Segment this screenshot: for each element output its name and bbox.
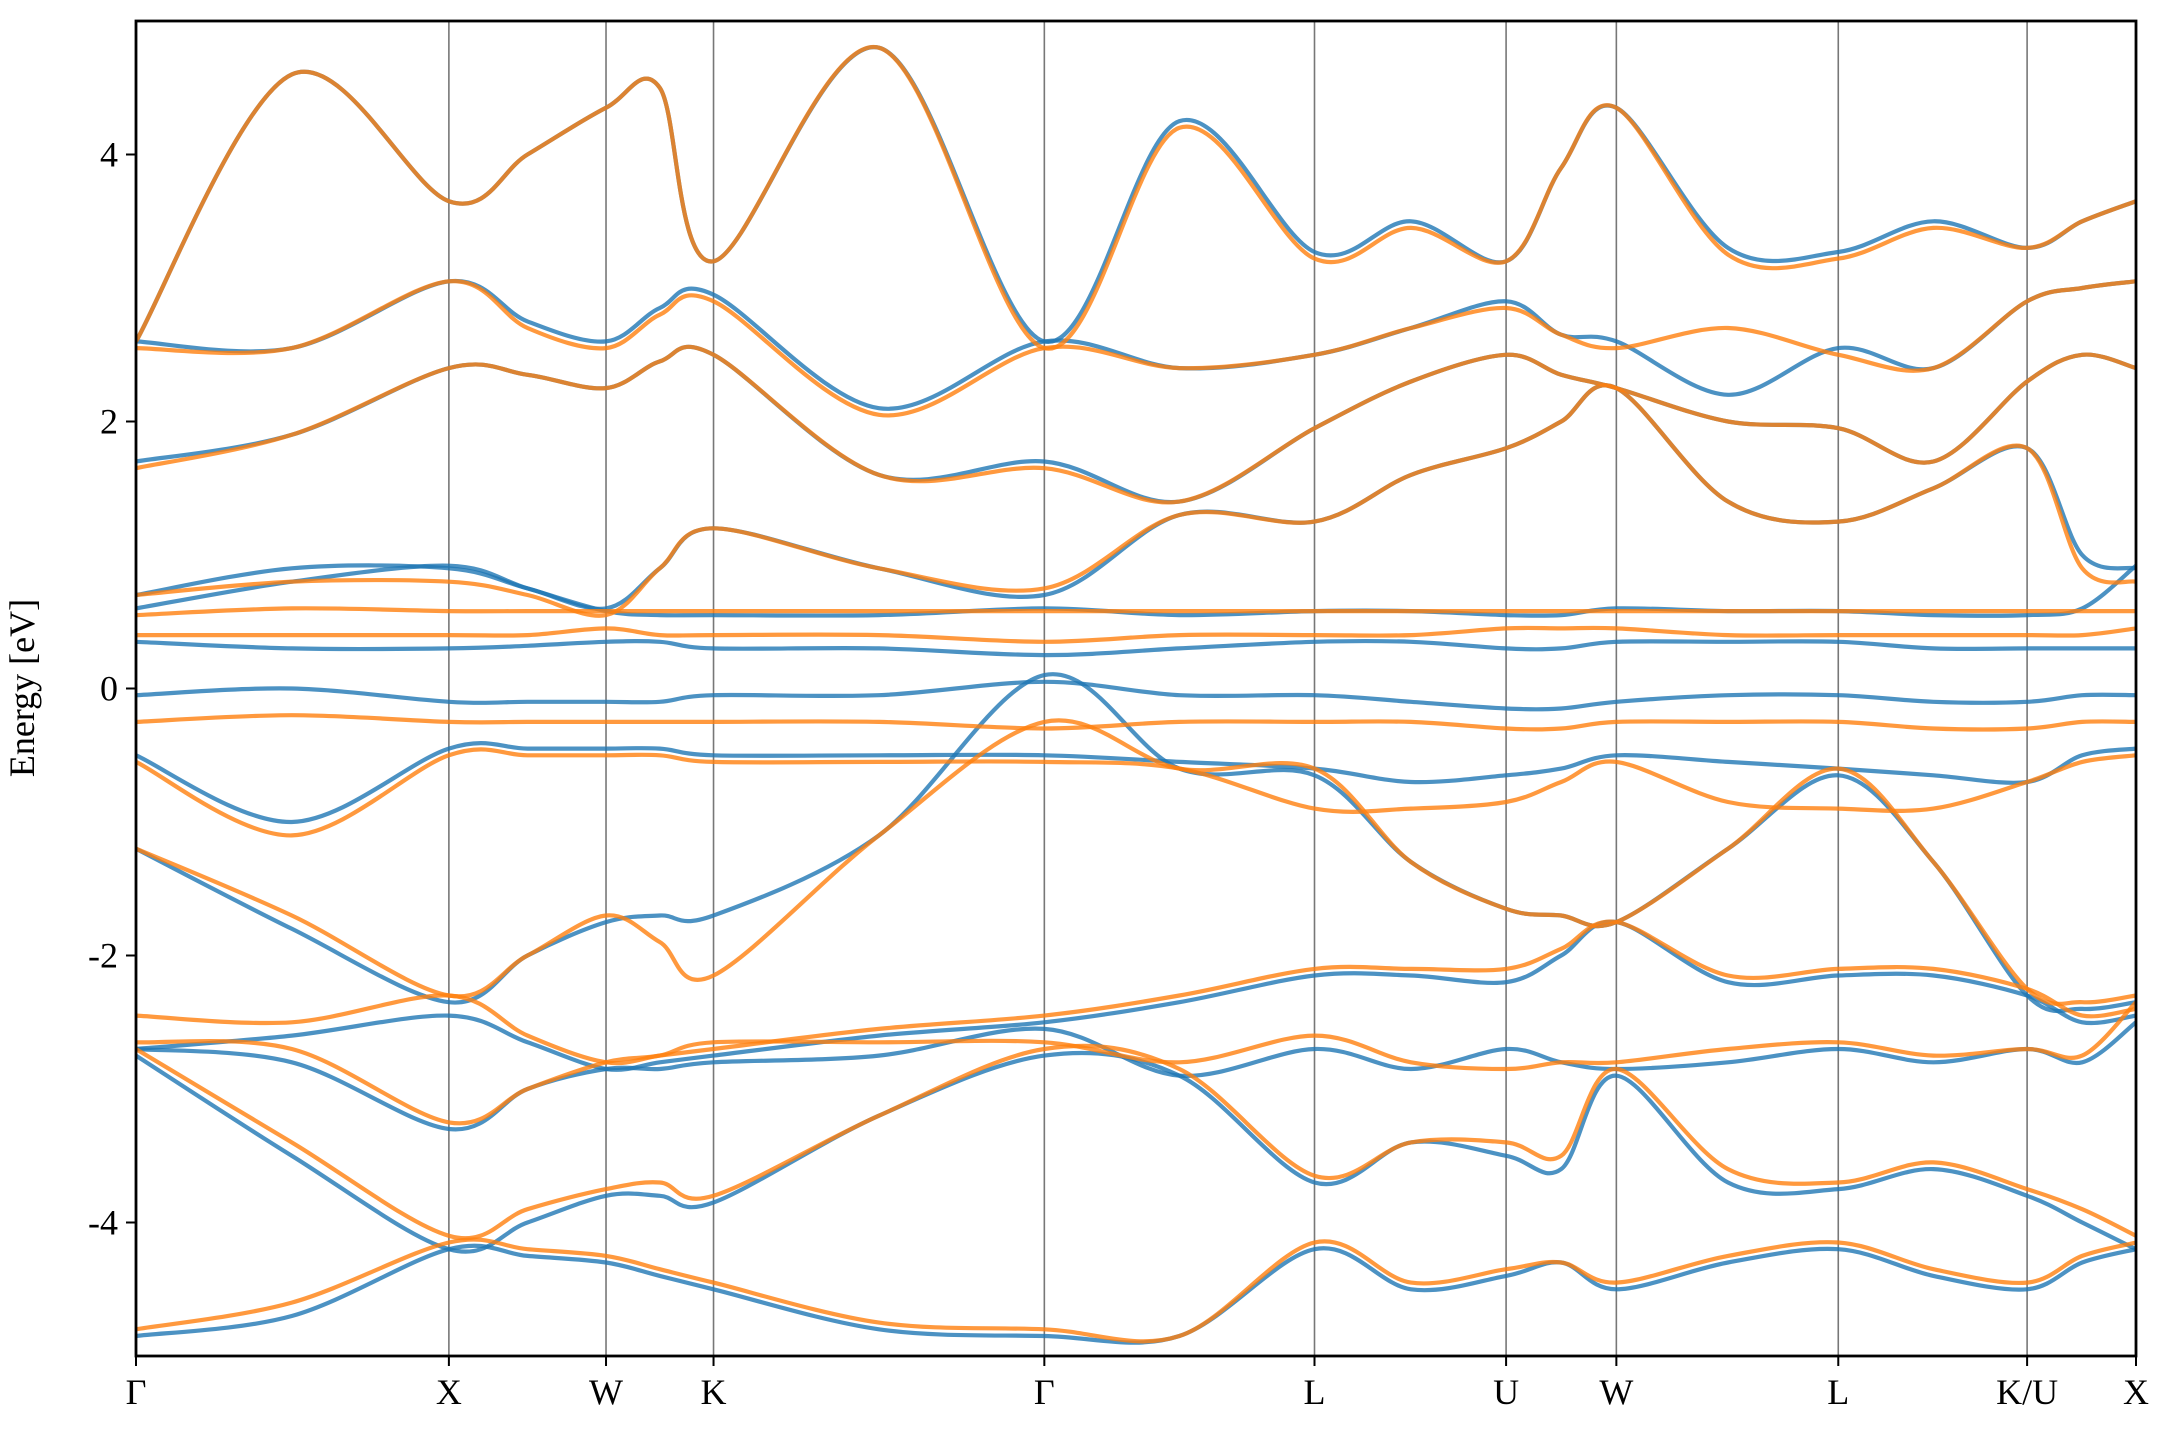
- x-tick-label: X: [2123, 1372, 2149, 1412]
- x-tick-label: Γ: [126, 1372, 147, 1412]
- axes: -4 -2 0 2 4 Γ X W K Γ L U W L K/U X: [88, 135, 2149, 1413]
- x-tick-label: W: [1599, 1372, 1633, 1412]
- x-tick-label: Γ: [1034, 1372, 1055, 1412]
- band-line: [136, 1043, 2136, 1241]
- band-line: [136, 919, 2136, 1066]
- band-line: [136, 1237, 2136, 1344]
- x-tick-label: W: [589, 1372, 623, 1412]
- band-line: [136, 383, 2136, 618]
- y-tick-label: -2: [88, 936, 118, 976]
- band-line: [136, 713, 2136, 732]
- x-tick-label: K/U: [1996, 1372, 2058, 1412]
- band-line: [136, 718, 2136, 1006]
- band-line: [136, 606, 2136, 618]
- x-tick-label: L: [1303, 1372, 1325, 1412]
- band-line: [136, 747, 2136, 838]
- band-line: [136, 279, 2136, 418]
- y-tick-label: 0: [100, 669, 118, 709]
- band-line: [136, 679, 2136, 712]
- band-line: [136, 344, 2136, 505]
- x-tick-label: K: [701, 1372, 727, 1412]
- y-tick-label: -4: [88, 1203, 118, 1243]
- x-tick-label: U: [1493, 1372, 1519, 1412]
- band-line: [136, 741, 2136, 825]
- x-tick-label: X: [436, 1372, 462, 1412]
- y-tick-label: 4: [100, 135, 118, 175]
- band-line: [136, 1000, 2136, 1126]
- y-tick-label: 2: [100, 402, 118, 442]
- band-line: [136, 625, 2136, 644]
- band-line: [136, 1243, 2136, 1345]
- x-tick-label: L: [1827, 1372, 1849, 1412]
- band-line: [136, 1050, 2136, 1254]
- band-line: [136, 638, 2136, 658]
- band-line: [136, 45, 2136, 351]
- bands: [136, 45, 2136, 1345]
- band-line: [136, 919, 2136, 1072]
- y-axis-label: Energy [eV]: [2, 599, 42, 777]
